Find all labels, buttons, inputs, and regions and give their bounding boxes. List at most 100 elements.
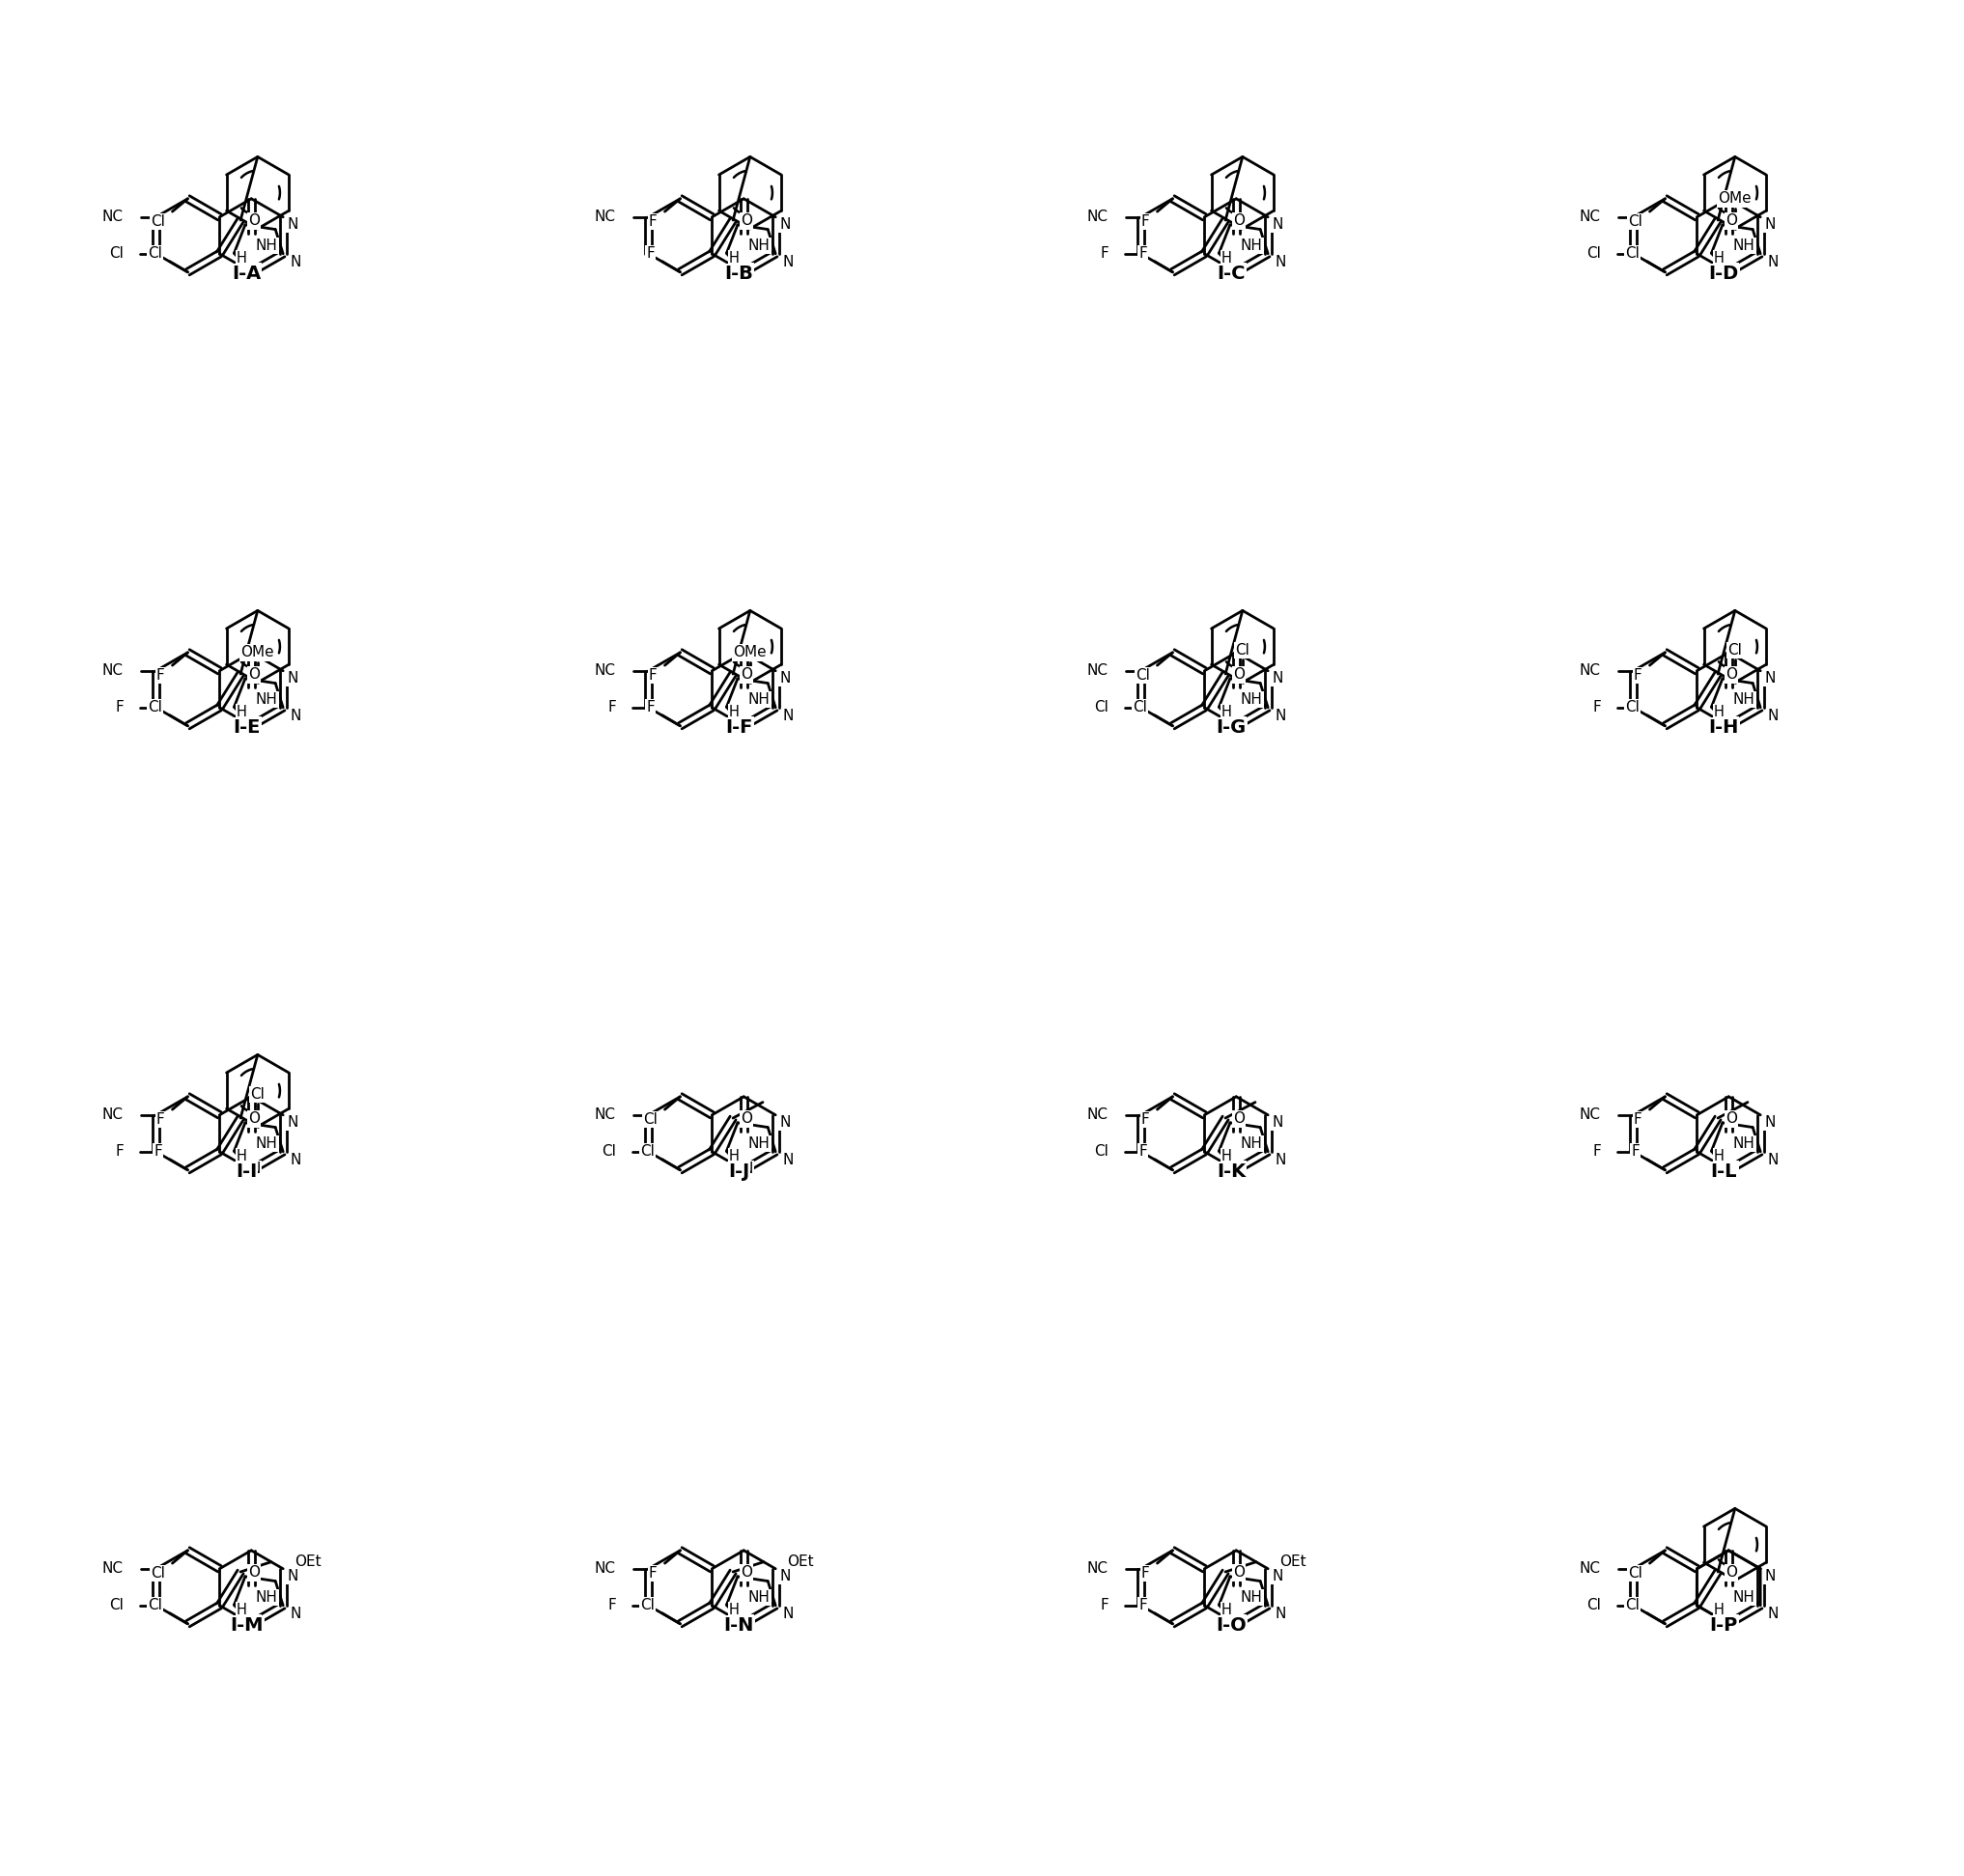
Text: O: O	[1726, 668, 1738, 683]
Text: Cl: Cl	[110, 1598, 124, 1613]
Text: Cl: Cl	[1587, 246, 1601, 261]
Text: H: H	[236, 1150, 247, 1163]
Text: N: N	[780, 218, 791, 233]
Text: Cl: Cl	[151, 1566, 165, 1581]
Text: O: O	[740, 668, 752, 683]
Text: N: N	[1726, 719, 1738, 732]
Text: I-K: I-K	[1216, 1163, 1245, 1180]
Text: I-N: I-N	[723, 1617, 754, 1634]
Text: H: H	[1222, 1150, 1231, 1163]
Text: O: O	[1726, 1112, 1738, 1126]
Text: O: O	[1233, 1112, 1245, 1126]
Text: NH: NH	[748, 692, 770, 707]
Text: N: N	[1768, 1154, 1779, 1167]
Text: O: O	[740, 1566, 752, 1580]
Text: N: N	[782, 709, 793, 724]
Text: I-M: I-M	[230, 1617, 263, 1634]
Text: N: N	[291, 1608, 300, 1621]
Text: N: N	[1764, 672, 1775, 687]
Text: NC: NC	[102, 1107, 124, 1122]
Text: I-A: I-A	[232, 265, 261, 283]
Text: NH: NH	[255, 1137, 277, 1152]
Text: Cl: Cl	[1587, 1598, 1601, 1613]
Text: N: N	[1726, 265, 1738, 278]
Text: N: N	[1726, 1161, 1738, 1176]
Text: Cl: Cl	[1624, 246, 1640, 261]
Text: NC: NC	[102, 210, 124, 225]
Text: Cl: Cl	[1628, 214, 1642, 229]
Text: NH: NH	[1241, 692, 1263, 707]
Text: NC: NC	[1579, 1561, 1601, 1576]
Text: N: N	[287, 1116, 299, 1129]
Text: NH: NH	[1241, 1591, 1263, 1606]
Text: H: H	[729, 1150, 738, 1163]
Text: OEt: OEt	[1279, 1555, 1306, 1568]
Text: H: H	[729, 1604, 738, 1617]
Text: F: F	[1100, 246, 1108, 261]
Text: H: H	[1715, 251, 1724, 266]
Text: H: H	[1715, 705, 1724, 720]
Text: F: F	[646, 700, 654, 715]
Text: O: O	[1233, 1566, 1245, 1580]
Text: N: N	[1273, 218, 1282, 233]
Text: N: N	[782, 1608, 793, 1621]
Text: Cl: Cl	[147, 700, 163, 715]
Text: N: N	[1768, 255, 1779, 270]
Text: NH: NH	[1732, 692, 1756, 707]
Text: NC: NC	[1086, 1561, 1108, 1576]
Text: F: F	[157, 1112, 165, 1127]
Text: N: N	[249, 265, 261, 278]
Text: F: F	[1141, 1112, 1149, 1127]
Text: O: O	[1233, 668, 1245, 683]
Text: H: H	[1715, 1604, 1724, 1617]
Text: I-E: I-E	[232, 719, 259, 737]
Text: F: F	[648, 214, 658, 229]
Text: O: O	[247, 1566, 259, 1580]
Text: H: H	[236, 1604, 247, 1617]
Text: Cl: Cl	[1624, 700, 1640, 715]
Text: F: F	[1634, 668, 1642, 683]
Text: N: N	[1764, 1116, 1775, 1129]
Text: H: H	[236, 251, 247, 266]
Text: Cl: Cl	[1133, 700, 1147, 715]
Text: N: N	[287, 218, 299, 233]
Text: N: N	[249, 719, 261, 732]
Text: N: N	[1235, 1615, 1245, 1630]
Text: NC: NC	[593, 210, 615, 225]
Text: Cl: Cl	[147, 1598, 163, 1611]
Text: NH: NH	[1241, 238, 1263, 253]
Text: F: F	[116, 700, 124, 715]
Text: N: N	[1768, 709, 1779, 724]
Text: F: F	[1139, 1598, 1147, 1611]
Text: I-P: I-P	[1709, 1617, 1738, 1634]
Text: I-C: I-C	[1218, 265, 1245, 283]
Text: N: N	[1764, 1568, 1775, 1583]
Text: N: N	[287, 1568, 299, 1583]
Text: I-G: I-G	[1216, 719, 1247, 737]
Text: Cl: Cl	[1094, 700, 1108, 715]
Text: I-L: I-L	[1711, 1163, 1736, 1180]
Text: N: N	[287, 672, 299, 687]
Text: N: N	[1273, 1116, 1282, 1129]
Text: F: F	[157, 668, 165, 683]
Text: F: F	[116, 1144, 124, 1159]
Text: I-O: I-O	[1216, 1617, 1247, 1634]
Text: F: F	[1593, 1144, 1601, 1159]
Text: F: F	[648, 668, 658, 683]
Text: I-F: I-F	[725, 719, 752, 737]
Text: H: H	[1222, 705, 1231, 720]
Text: F: F	[153, 1144, 163, 1159]
Text: N: N	[1726, 1615, 1738, 1630]
Text: NH: NH	[748, 1591, 770, 1606]
Text: NC: NC	[102, 1561, 124, 1576]
Text: OMe: OMe	[1718, 191, 1752, 206]
Text: F: F	[646, 246, 654, 261]
Text: N: N	[1235, 719, 1245, 732]
Text: N: N	[782, 1154, 793, 1167]
Text: N: N	[1768, 1608, 1779, 1621]
Text: N: N	[1275, 1154, 1286, 1167]
Text: N: N	[742, 719, 752, 732]
Text: N: N	[782, 255, 793, 270]
Text: NC: NC	[1579, 664, 1601, 677]
Text: H: H	[1222, 1604, 1231, 1617]
